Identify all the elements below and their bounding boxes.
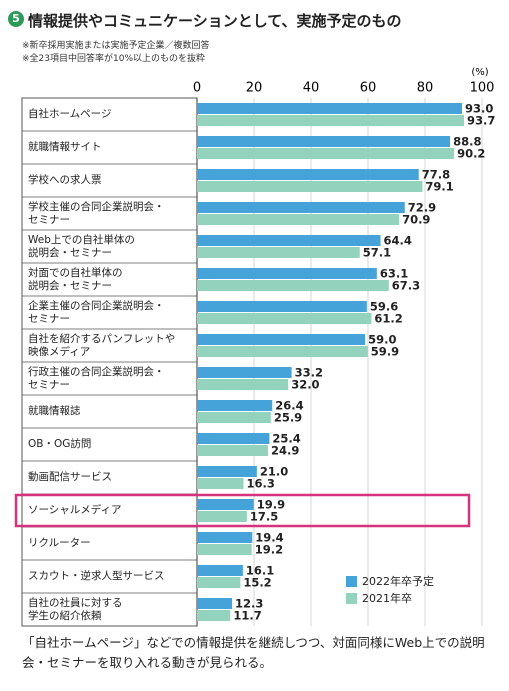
category-label: リクルーター: [28, 537, 91, 549]
bar: [197, 148, 455, 159]
value-label: 67.3: [392, 279, 420, 293]
bar: [197, 577, 241, 588]
value-label: 32.0: [291, 378, 319, 392]
x-tick-label: 0: [193, 81, 201, 96]
category-label: ソーシャルメディア: [28, 504, 122, 516]
value-label: 19.4: [255, 531, 283, 545]
value-label: 19.9: [257, 498, 285, 512]
value-label: 26.4: [275, 399, 303, 413]
legend-swatch: [346, 593, 357, 604]
value-label: 59.0: [368, 333, 396, 347]
x-tick-label: 80: [417, 81, 434, 96]
value-label: 72.9: [408, 201, 436, 215]
bar: [197, 367, 292, 378]
value-label: 19.2: [255, 543, 283, 557]
bar: [197, 346, 368, 357]
bar: [197, 136, 451, 147]
value-label: 79.1: [425, 180, 453, 194]
chart-title: 情報提供やコミュニケーションとして、実施予定のもの: [28, 12, 402, 30]
bar: [197, 247, 360, 258]
category-label: 就職情報サイト: [28, 141, 102, 153]
bar: [197, 313, 372, 324]
bar: [197, 181, 423, 192]
bar: [197, 379, 289, 390]
bar: [197, 235, 381, 246]
value-label: 33.2: [295, 366, 323, 380]
category-label: スカウト・逆求人型サービス: [28, 570, 165, 582]
highlight-box: [14, 493, 471, 528]
bar: [197, 532, 253, 543]
x-tick-label: 40: [303, 81, 320, 96]
bar: [197, 565, 243, 576]
category-label: 動画配信サービス: [28, 471, 112, 483]
category-label: 企業主催の合同企業説明会・ セミナー: [28, 299, 165, 325]
bar: [197, 466, 257, 477]
bar: [197, 511, 247, 522]
category-label: 自社ホームページ: [28, 108, 112, 120]
value-label: 25.4: [272, 432, 300, 446]
value-label: 12.3: [235, 597, 263, 611]
category-label: OB・OG訪問: [28, 438, 92, 450]
bar: [197, 598, 233, 609]
value-label: 88.8: [453, 135, 481, 149]
value-label: 11.7: [233, 609, 261, 623]
value-label: 93.0: [465, 102, 493, 116]
value-label: 25.9: [274, 411, 302, 425]
bar: [197, 169, 419, 180]
category-label: 行政主催の合同企業説明会・ セミナー: [28, 365, 165, 391]
bar: [197, 268, 377, 279]
value-label: 63.1: [380, 267, 408, 281]
value-label: 59.9: [371, 345, 399, 359]
bar: [197, 433, 270, 444]
bar: [197, 334, 366, 345]
value-label: 59.6: [370, 300, 398, 314]
x-tick-label: 100: [470, 81, 495, 96]
note: ※新卒採用実施または実施予定企業／複数回答: [22, 41, 210, 51]
value-label: 61.2: [374, 312, 402, 326]
bar: [197, 301, 367, 312]
bar: [197, 478, 244, 489]
value-label: 93.7: [467, 114, 495, 128]
bar: [197, 202, 405, 213]
category-label: 自社の社員に対する 学生の紹介依頼: [28, 596, 123, 622]
value-label: 16.3: [246, 477, 274, 491]
bar: [197, 280, 389, 291]
badge: 5: [8, 11, 24, 27]
x-tick-label: 20: [246, 81, 263, 96]
legend-label: 2021年卒: [362, 591, 412, 605]
value-label: 57.1: [363, 246, 391, 260]
category-label: 対面での自社単体の 説明会・セミナー: [28, 266, 123, 292]
value-label: 90.2: [457, 147, 485, 161]
category-label: Web上での自社単体の 説明会・セミナー: [28, 233, 135, 259]
category-label: 学校への求人票: [28, 174, 102, 186]
value-label: 77.8: [422, 168, 450, 182]
bar: [197, 103, 463, 114]
bar: [197, 400, 273, 411]
bar: [197, 610, 231, 621]
category-label: 学校主催の合同企業説明会・ セミナー: [28, 200, 165, 226]
value-label: 24.9: [271, 444, 299, 458]
legend-label: 2022年卒予定: [362, 574, 434, 588]
bar: [197, 214, 400, 225]
value-label: 70.9: [402, 213, 430, 227]
x-tick-label: 60: [360, 81, 377, 96]
value-label: 64.4: [384, 234, 412, 248]
value-label: 17.5: [250, 510, 278, 524]
note: ※全23項目中回答率が10%以上のものを抜粋: [22, 54, 205, 64]
category-label: 就職情報誌: [28, 405, 81, 417]
bar: [197, 499, 254, 510]
value-label: 15.2: [243, 576, 271, 590]
unit-label: (%): [471, 67, 488, 78]
bar: [197, 445, 268, 456]
value-label: 16.1: [246, 564, 274, 578]
bar: [197, 115, 465, 126]
bar: [197, 412, 271, 423]
value-label: 21.0: [260, 465, 288, 479]
category-label: 自社を紹介するパンフレットや 映像メディア: [28, 332, 176, 358]
caption: 「自社ホームページ」などでの情報提供を継続しつつ、対面同様にWeb上での説明会・…: [22, 635, 485, 670]
bar: [197, 544, 252, 555]
legend-swatch: [346, 576, 357, 587]
